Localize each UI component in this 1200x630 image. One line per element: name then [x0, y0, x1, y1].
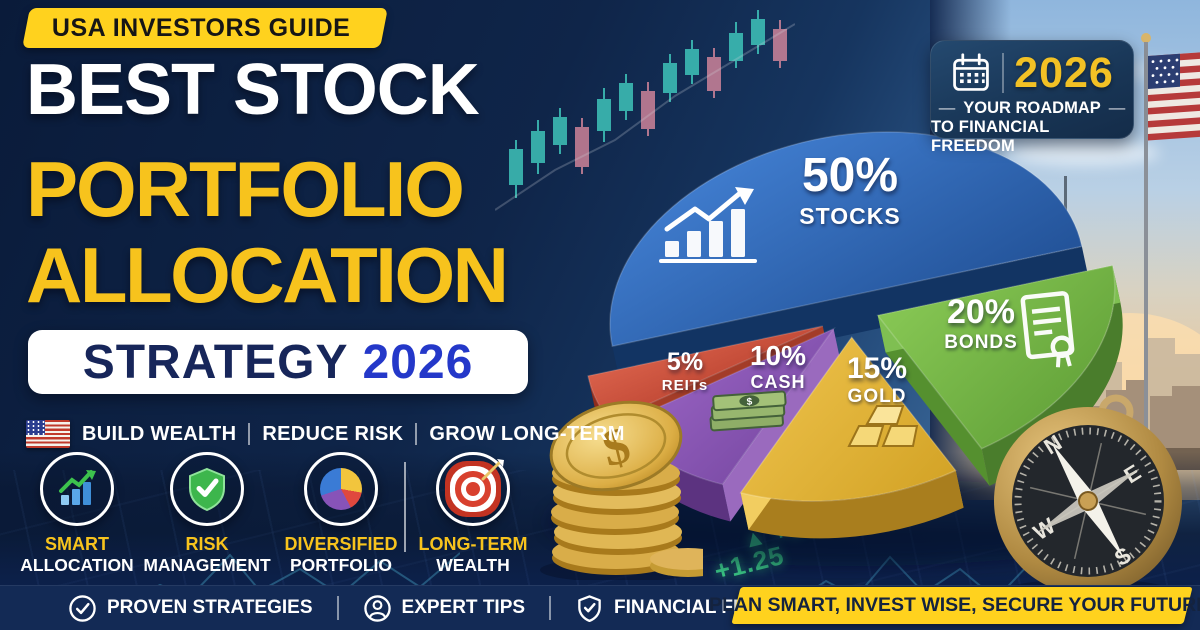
footer-divider — [336, 596, 339, 620]
strategy-year: 2026 — [362, 335, 474, 389]
tagline: BUILD WEALTH REDUCE RISK GROW LONG-TERM — [26, 420, 625, 448]
strategy-word: STRATEGY — [82, 335, 349, 389]
usa-flag-icon — [1148, 50, 1200, 141]
certificate-icon — [1020, 291, 1075, 368]
roadmap-badge: 2026 — YOUR ROADMAP — TO FINANCIAL FREED… — [930, 40, 1134, 155]
usa-flag-on-pole — [1141, 33, 1200, 482]
shield-check-icon — [578, 594, 601, 622]
growth-chart-icon — [40, 452, 114, 526]
calendar-icon — [953, 53, 989, 91]
pie-slice-gold — [739, 335, 964, 539]
cta-text: PLAN SMART, INVEST WISE, SECURE YOUR FUT… — [709, 594, 1200, 616]
roadmap-line-2: TO FINANCIAL FREEDOM — [931, 118, 1050, 155]
tagline-item: BUILD WEALTH — [82, 422, 237, 445]
title-line-1: BEST STOCK — [26, 50, 480, 130]
compass: N E S W — [994, 394, 1182, 605]
check-circle-icon — [69, 594, 96, 622]
footer-divider — [549, 596, 552, 620]
title-line-2: PORTFOLIO — [26, 145, 465, 233]
footer-item-expert-tips: EXPERT TIPS — [363, 594, 525, 623]
tagline-item: REDUCE RISK — [262, 422, 404, 445]
tagline-divider — [248, 423, 251, 445]
person-circle-icon — [363, 594, 391, 622]
tagline-divider — [415, 423, 418, 445]
footer-item-proven-strategies: PROVEN STRATEGIES — [68, 594, 313, 623]
candlestick-chart-backdrop — [495, 10, 795, 211]
banknotes-icon: $ — [709, 390, 787, 432]
gold-bars-icon — [847, 405, 919, 447]
features-divider — [404, 462, 406, 552]
feature-risk-management: RISK MANAGEMENT — [142, 452, 272, 576]
shield-check-icon — [170, 452, 244, 526]
cta-banner: PLAN SMART, INVEST WISE, SECURE YOUR FUT… — [709, 587, 1200, 624]
top-badge-label: USA INVESTORS GUIDE — [52, 13, 351, 42]
roadmap-divider — [1002, 53, 1005, 93]
top-badge: USA INVESTORS GUIDE — [22, 8, 389, 48]
roadmap-year: 2026 — [1014, 48, 1114, 97]
title-line-3: ALLOCATION — [26, 231, 509, 319]
feature-diversified-portfolio: DIVERSIFIED PORTFOLIO — [276, 452, 406, 576]
cloud — [1010, 140, 1160, 166]
target-arrow-icon — [436, 452, 510, 526]
strategy-box: STRATEGY 2026 — [28, 330, 528, 394]
usa-flag-icon — [26, 420, 70, 448]
feature-long-term-wealth: LONG-TERM WEALTH — [408, 452, 538, 576]
feature-smart-allocation: SMART ALLOCATION — [12, 452, 142, 576]
roadmap-line-1: — YOUR ROADMAP — — [938, 99, 1126, 117]
pie-chart-icon — [304, 452, 378, 526]
tagline-item: GROW LONG-TERM — [429, 422, 625, 445]
top-coin-face: $ — [549, 400, 683, 492]
rising-bar-chart-icon — [659, 187, 757, 263]
svg-text:$: $ — [746, 397, 753, 408]
gold-coins-stack: $ — [540, 400, 703, 580]
